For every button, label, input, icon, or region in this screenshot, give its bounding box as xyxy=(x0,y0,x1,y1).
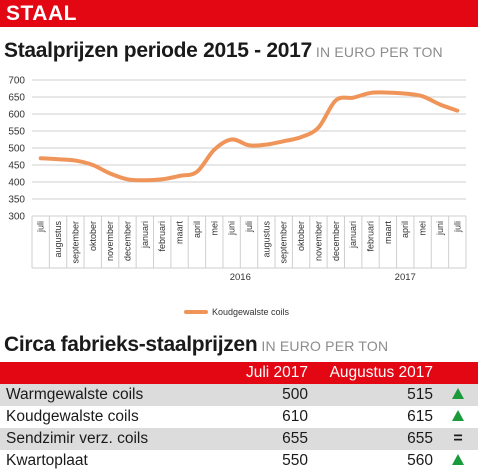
chart-legend: Koudgewalste coils xyxy=(184,307,290,317)
august-price: 515 xyxy=(407,386,433,403)
y-tick-label: 600 xyxy=(8,110,25,121)
table-row: Kwartoplaat 550 560 xyxy=(0,450,478,472)
trend-up-icon xyxy=(447,406,469,428)
x-tick-label: juli xyxy=(244,221,254,233)
x-tick-label: september xyxy=(279,221,289,264)
chart-subtitle: IN EURO PER TON xyxy=(315,44,443,60)
y-tick-label: 300 xyxy=(8,212,25,223)
x-tick-label: april xyxy=(192,221,202,238)
chart-gridlines xyxy=(31,79,467,269)
y-tick-label: 400 xyxy=(8,178,25,189)
chart-series xyxy=(38,90,460,183)
august-price: 655 xyxy=(407,430,433,447)
x-tick-label: juni xyxy=(435,221,445,236)
year-label: 2016 xyxy=(230,272,251,283)
x-tick-label: augustus xyxy=(261,221,271,258)
legend-label: Koudgewalste coils xyxy=(212,307,290,317)
july-price: 655 xyxy=(282,430,308,447)
x-tick-label: december xyxy=(122,221,132,261)
column-header-july-2017: Juli 2017 xyxy=(245,364,308,381)
x-tick-label: augustus xyxy=(53,221,63,258)
x-tick-label: januari xyxy=(140,221,150,249)
y-tick-label: 350 xyxy=(8,195,25,206)
banner-title: STAAL xyxy=(6,2,77,25)
july-price: 500 xyxy=(282,386,308,403)
table-title: Circa fabrieks-staalprijzen xyxy=(4,333,258,356)
product-name: Kwartoplaat xyxy=(6,452,88,469)
x-axis-tick-labels: juli augustus september oktober november dece… xyxy=(36,221,463,264)
chart-title: Staalprijzen periode 2015 - 2017 xyxy=(4,39,312,62)
x-tick-label: mei xyxy=(418,221,428,236)
x-tick-label: oktober xyxy=(88,221,98,251)
table-header-row: Juli 2017 Augustus 2017 xyxy=(0,362,478,384)
x-tick-label: juni xyxy=(227,221,237,236)
y-axis-tick-labels: 300 350 400 450 500 550 600 650 700 xyxy=(8,76,25,223)
section-banner: STAAL xyxy=(0,0,478,27)
y-tick-label: 450 xyxy=(8,161,25,172)
trend-equal-icon: = xyxy=(453,430,463,447)
x-tick-label: oktober xyxy=(296,221,306,251)
x-tick-label: mei xyxy=(209,221,219,236)
x-tick-label: januari xyxy=(348,221,358,249)
year-label: 2017 xyxy=(395,272,416,283)
table-heading: Circa fabrieks-staalprijzen IN EURO PER T… xyxy=(4,332,388,360)
x-tick-label: juli xyxy=(452,221,462,233)
column-header-august-2017: Augustus 2017 xyxy=(329,364,433,381)
x-tick-label: november xyxy=(313,221,323,261)
x-axis-year-labels: 2016 2017 xyxy=(230,272,416,283)
july-price: 550 xyxy=(282,452,308,469)
x-tick-label: juli xyxy=(36,221,46,233)
august-price: 560 xyxy=(407,452,433,469)
product-name: Warmgewalste coils xyxy=(6,386,144,403)
product-name: Sendzimir verz. coils xyxy=(6,430,149,447)
price-line-chart: 300 350 400 450 500 550 600 650 700 juli augustus… xyxy=(8,76,467,317)
y-tick-label: 700 xyxy=(8,76,25,87)
y-tick-label: 650 xyxy=(8,93,25,104)
x-tick-label: februari xyxy=(366,221,376,252)
table-row: Warmgewalste coils 500 515 xyxy=(0,384,478,406)
trend-up-icon xyxy=(447,384,469,406)
trend-up-icon xyxy=(447,450,469,472)
x-tick-label: september xyxy=(70,221,80,264)
price-table: Juli 2017 Augustus 2017 Warmgewalste coi… xyxy=(0,362,478,472)
x-tick-label: december xyxy=(331,221,341,261)
table-subtitle: IN EURO PER TON xyxy=(261,338,389,354)
x-tick-label: maart xyxy=(175,221,185,245)
y-tick-label: 550 xyxy=(8,127,25,138)
product-name: Koudgewalste coils xyxy=(6,408,139,425)
y-tick-label: 500 xyxy=(8,144,25,155)
table-row: Sendzimir verz. coils 655 655 = xyxy=(0,428,478,450)
july-price: 610 xyxy=(282,408,308,425)
series-line-koudgewalste-coils xyxy=(38,90,460,183)
x-tick-label: november xyxy=(105,221,115,261)
chart-heading: Staalprijzen periode 2015 - 2017 IN EURO … xyxy=(4,38,443,66)
table-row: Koudgewalste coils 610 615 xyxy=(0,406,478,428)
x-tick-label: maart xyxy=(383,221,393,245)
x-tick-label: februari xyxy=(157,221,167,252)
august-price: 615 xyxy=(407,408,433,425)
x-tick-label: april xyxy=(400,221,410,238)
